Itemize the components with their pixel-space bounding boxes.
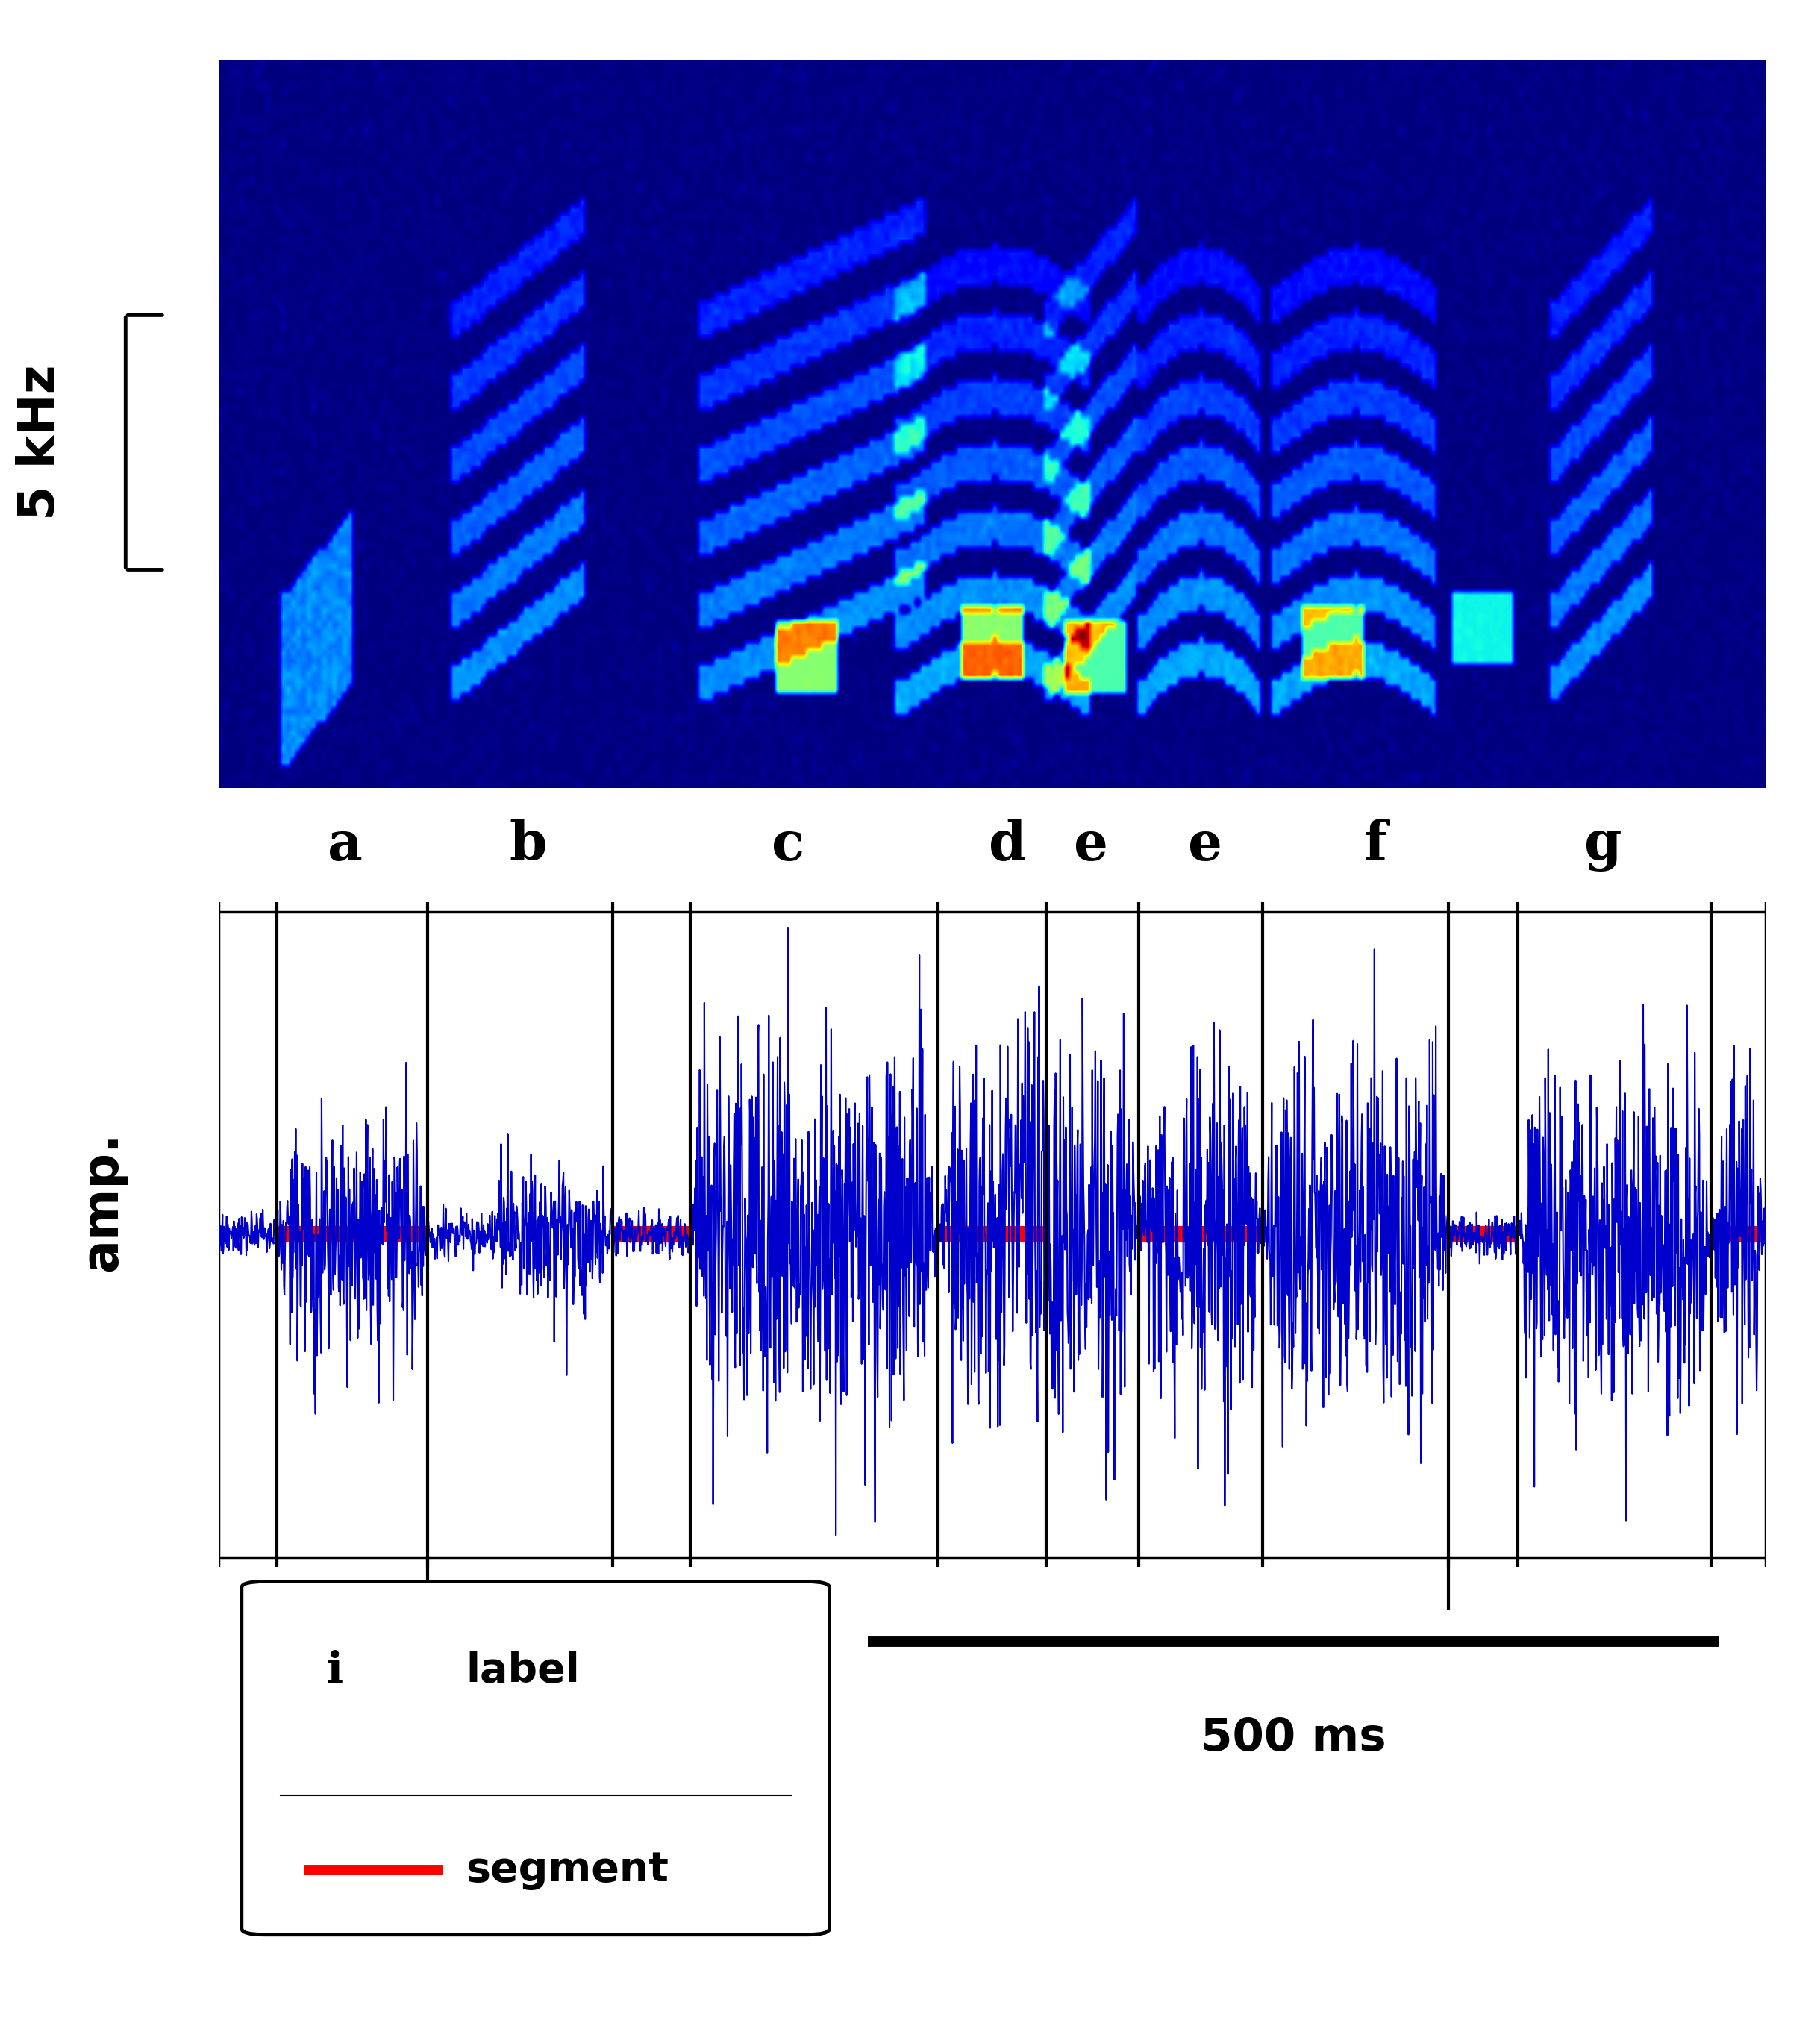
Text: label: label xyxy=(466,1651,581,1691)
Text: f: f xyxy=(1363,819,1387,872)
Text: i: i xyxy=(328,1651,344,1691)
Text: 5 kHz: 5 kHz xyxy=(16,364,66,520)
Text: a: a xyxy=(328,819,362,872)
Text: c: c xyxy=(772,819,804,872)
FancyBboxPatch shape xyxy=(242,1582,830,1934)
Text: d: d xyxy=(988,819,1026,872)
Text: e: e xyxy=(1188,819,1223,872)
Text: g: g xyxy=(1583,819,1622,872)
Text: segment: segment xyxy=(466,1851,668,1889)
Text: amp.: amp. xyxy=(78,1131,127,1270)
Text: b: b xyxy=(510,819,546,872)
Text: 500 ms: 500 ms xyxy=(1201,1718,1387,1760)
Text: e: e xyxy=(1074,819,1108,872)
